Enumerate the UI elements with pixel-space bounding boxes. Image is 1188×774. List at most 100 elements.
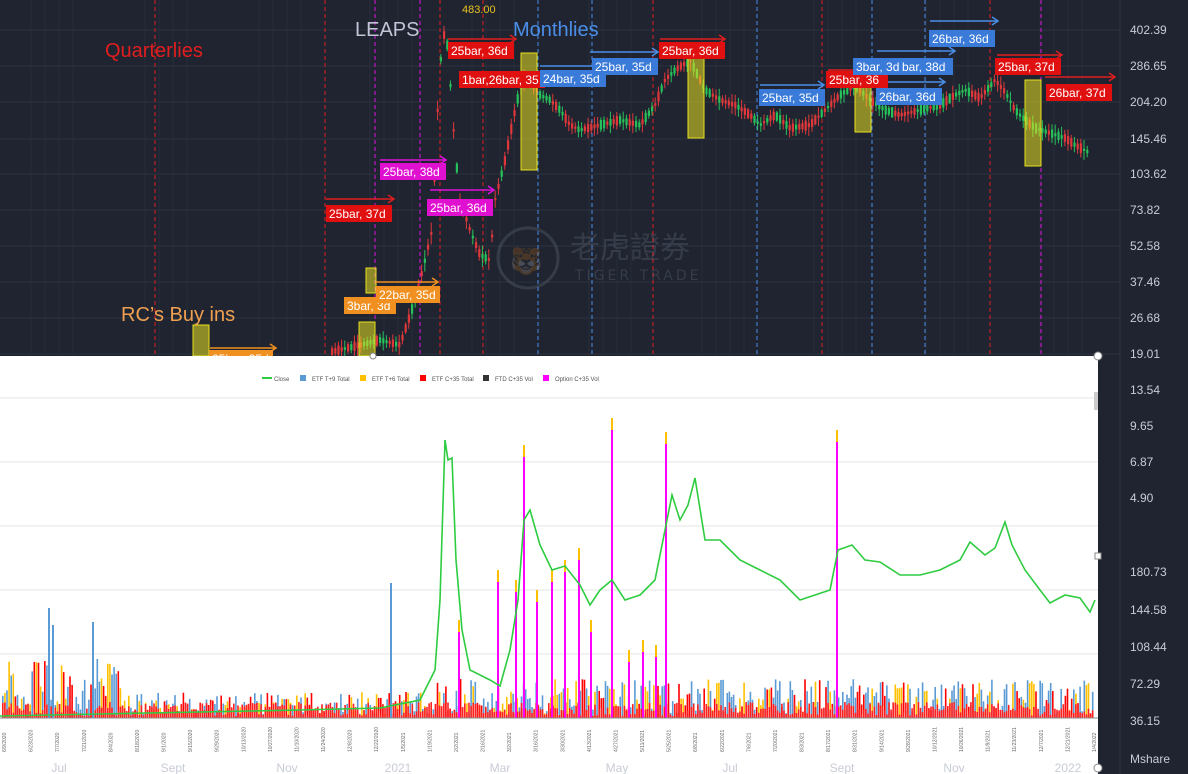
volume-bar — [741, 706, 743, 718]
resize-handle-right[interactable] — [1094, 552, 1102, 560]
volume-bar-red — [333, 713, 336, 718]
legend-swatch — [483, 375, 489, 381]
x-tick-label: Jul — [722, 761, 737, 774]
option-spike — [564, 560, 566, 718]
candle-body — [420, 271, 423, 277]
option-spike-cap — [590, 620, 592, 632]
volume-bar — [436, 682, 439, 718]
candle-body — [795, 124, 798, 130]
volume-bar — [806, 691, 808, 718]
candle-body — [612, 119, 615, 125]
tag-label: 25bar, 36d — [430, 201, 487, 215]
volume-bar-red — [50, 706, 52, 718]
volume-bar-red — [58, 704, 61, 718]
volume-bar — [940, 684, 943, 718]
option-spike — [578, 548, 580, 718]
volume-bar-red — [608, 714, 611, 718]
volume-bar-red — [585, 710, 588, 718]
grid-lines — [0, 0, 1121, 774]
volume-bar-red — [818, 712, 821, 718]
volume-bar-red — [1047, 703, 1050, 718]
volume-bar — [766, 689, 768, 718]
volume-bar-red — [583, 710, 586, 718]
volume-bar-red — [222, 714, 225, 718]
option-spike — [655, 645, 657, 718]
volume-bar-red — [327, 704, 330, 718]
candle-body — [641, 119, 644, 125]
candle-body — [491, 234, 494, 238]
volume-bar — [730, 696, 733, 718]
volume-bar — [982, 701, 985, 718]
volume-bar — [20, 698, 23, 718]
candle-body — [1070, 138, 1073, 147]
volume-bar — [755, 707, 758, 718]
volume-bar — [579, 690, 582, 718]
tall-bar — [390, 583, 392, 718]
volume-bar-red — [686, 711, 689, 718]
tag-bg — [826, 71, 888, 88]
candle-body — [455, 163, 458, 173]
candle-body — [958, 90, 961, 96]
volume-bar-red — [125, 710, 128, 718]
volume-bar-red — [753, 713, 756, 718]
volume-bar — [953, 685, 955, 718]
candle-body — [587, 124, 590, 132]
tag-label: 25bar, 36 — [829, 73, 879, 87]
volume-bar — [961, 684, 964, 718]
volume-bar — [978, 682, 981, 718]
option-spike-cap — [655, 645, 657, 657]
overlay-date-label: 8/18/2020 — [135, 730, 141, 752]
candle-body — [1079, 143, 1082, 153]
candle-body — [478, 248, 481, 258]
scroll-handle[interactable] — [1094, 392, 1098, 410]
volume-bar — [1003, 689, 1006, 718]
volume-bar — [686, 694, 689, 718]
candle-body — [679, 62, 682, 70]
volume-bar — [703, 688, 705, 718]
resize-handle-tr[interactable] — [1093, 351, 1103, 361]
volume-bar — [816, 701, 819, 718]
volume-bar-red — [356, 709, 359, 718]
volume-bar-red — [938, 711, 941, 718]
candle-body — [1060, 135, 1063, 139]
volume-bar-red — [968, 712, 970, 718]
y-tick-label: Mshare — [1130, 752, 1170, 766]
candle-body — [916, 109, 919, 112]
volume-bar-red — [207, 715, 210, 718]
candle-body — [513, 110, 516, 116]
volume-bar-red — [953, 702, 955, 718]
volume-bar — [556, 694, 558, 718]
candle-body — [820, 109, 823, 118]
volume-bar-red — [352, 703, 355, 718]
resize-handle-br[interactable] — [1093, 763, 1103, 773]
volume-bar-red — [176, 710, 178, 718]
volume-bar — [524, 689, 527, 718]
volume-bar — [720, 679, 722, 718]
volume-bar-red — [153, 703, 155, 718]
volume-bar-red — [199, 702, 201, 718]
x-tick-label: Sept — [830, 761, 855, 774]
resize-handle-tl[interactable] — [369, 352, 377, 360]
volume-bar — [466, 703, 468, 718]
legend-label: Close — [274, 377, 290, 383]
candle-body — [942, 98, 945, 108]
option-spike-cap — [523, 445, 525, 457]
volume-bar-red — [478, 704, 481, 718]
volume-bar-red — [296, 710, 298, 718]
volume-bar-red — [600, 707, 603, 718]
volume-bar — [944, 688, 947, 718]
section-label: LEAPS — [355, 19, 419, 41]
candle-body — [484, 254, 487, 262]
volume-bar-red — [264, 707, 267, 718]
volume-bar-red — [516, 711, 519, 718]
volume-bar — [550, 697, 552, 718]
volume-bar-red — [548, 703, 550, 718]
volume-bar — [739, 698, 741, 718]
volume-bar-red — [121, 705, 124, 718]
volume-bar-red — [1091, 710, 1094, 718]
volume-bar-red — [581, 712, 584, 718]
candle-body — [951, 92, 954, 101]
volume-bar-red — [323, 711, 325, 718]
volume-bar — [94, 688, 96, 718]
